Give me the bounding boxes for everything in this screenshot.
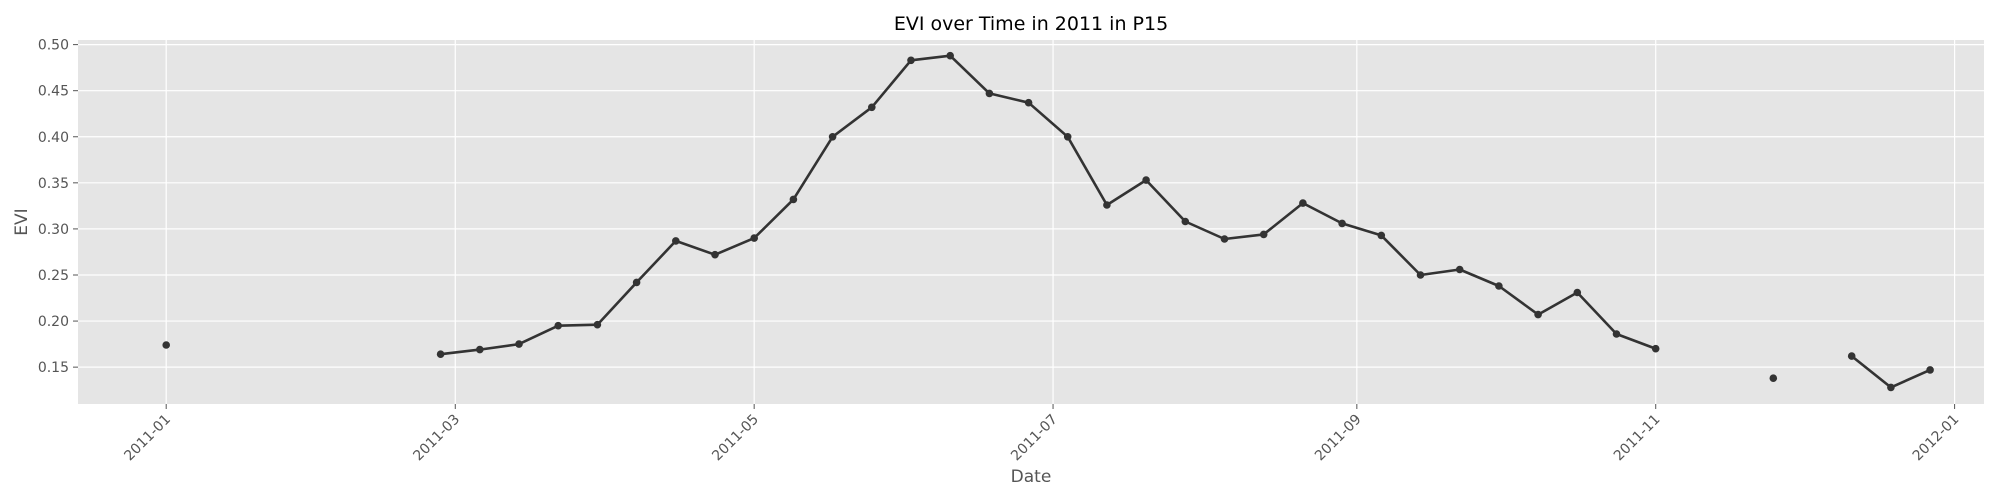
data-point xyxy=(1847,352,1856,360)
data-point xyxy=(672,237,680,245)
series-evi xyxy=(162,51,1934,392)
data-point xyxy=(1063,133,1072,141)
y-tick-label: 0.40 xyxy=(38,130,69,146)
series-line xyxy=(440,54,1657,356)
data-point xyxy=(1416,271,1425,279)
data-point xyxy=(1338,219,1346,228)
x-tick-label: 2011-01 xyxy=(121,412,174,465)
data-point xyxy=(711,250,719,259)
y-tick-label: 0.35 xyxy=(38,176,69,192)
data-point xyxy=(1455,265,1464,274)
data-point xyxy=(476,345,484,354)
data-point xyxy=(1887,383,1895,392)
data-point xyxy=(1103,201,1111,209)
plot-background xyxy=(78,40,1984,404)
x-tick-label: 2011-09 xyxy=(1312,412,1365,465)
y-tick-label: 0.25 xyxy=(38,268,69,284)
data-point xyxy=(1612,330,1621,338)
data-point xyxy=(1926,366,1934,374)
data-point xyxy=(632,278,641,287)
data-point xyxy=(946,51,954,60)
y-tick-label: 0.50 xyxy=(38,38,69,54)
data-point xyxy=(1573,288,1582,297)
data-point xyxy=(1495,282,1503,290)
x-tick-label: 2012-01 xyxy=(1910,412,1963,465)
data-point xyxy=(1769,374,1778,383)
data-point xyxy=(1299,199,1307,207)
x-axis-ticks: 2011-01 2011-03 2011-05 2011-07 2011-09 2011-… xyxy=(121,404,1962,464)
data-point xyxy=(789,195,798,204)
data-point xyxy=(750,234,758,242)
y-tick-label: 0.15 xyxy=(38,360,69,376)
y-axis-label: EVI xyxy=(12,208,32,235)
data-point xyxy=(1220,235,1229,243)
x-tick-label: 2011-07 xyxy=(1008,412,1061,465)
x-tick-label: 2011-03 xyxy=(410,412,463,465)
data-point xyxy=(907,56,915,65)
chart-title: EVI over Time in 2011 in P15 xyxy=(894,13,1168,35)
data-point xyxy=(593,320,602,329)
data-point xyxy=(985,89,994,98)
y-tick-label: 0.20 xyxy=(38,314,69,330)
data-point xyxy=(162,341,170,349)
data-point xyxy=(1181,217,1190,226)
data-point xyxy=(1651,344,1660,353)
data-point xyxy=(1534,310,1542,319)
data-point xyxy=(828,133,837,141)
data-point xyxy=(436,350,445,359)
x-tick-label: 2011-11 xyxy=(1611,412,1664,465)
y-tick-label: 0.45 xyxy=(38,84,69,100)
x-axis-label: Date xyxy=(1011,467,1052,487)
y-tick-label: 0.30 xyxy=(38,222,69,238)
data-point xyxy=(868,103,876,112)
y-axis-ticks: 0.15 0.20 0.25 0.30 0.35 0.40 0.45 0.50 xyxy=(38,38,78,376)
data-point xyxy=(1377,231,1386,240)
data-point xyxy=(1142,176,1150,184)
data-point xyxy=(1259,230,1268,239)
data-point xyxy=(554,321,562,330)
grid xyxy=(78,40,1984,404)
x-tick-label: 2011-05 xyxy=(709,412,762,465)
data-point xyxy=(515,340,523,348)
data-point xyxy=(1024,98,1033,107)
